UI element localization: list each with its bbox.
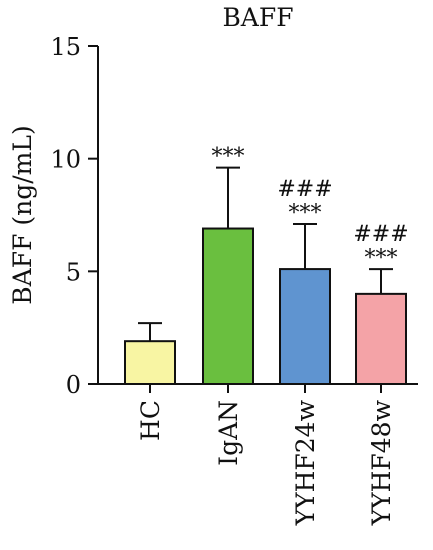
significance-marker: *** (212, 145, 245, 170)
bar-yyhf48w (355, 292, 407, 385)
significance-annotations: ***###***###*** (212, 145, 409, 271)
x-tick-label-yyhf48w: YYHF48w (367, 399, 396, 526)
y-tick-label: 10 (50, 146, 81, 174)
bar-yyhf24w (279, 268, 331, 385)
y-tick-label: 15 (50, 33, 81, 61)
y-tick-label: 0 (66, 371, 81, 399)
y-tick-label: 5 (66, 258, 81, 286)
x-tick-label-yyhf24w: YYHF24w (291, 399, 320, 526)
x-tick-label-igan: IgAN (214, 400, 243, 466)
y-axis-label: BAFF (ng/mL) (8, 125, 37, 304)
bar-igan (202, 227, 254, 385)
bar-hc (124, 340, 176, 386)
significance-marker: *** (365, 246, 398, 271)
error-bars (138, 166, 393, 342)
chart-title: BAFF (222, 3, 293, 32)
x-tick-labels: HC IgAN YYHF24w YYHF48w (136, 399, 396, 526)
bars (124, 227, 407, 386)
significance-marker: ### (277, 177, 332, 202)
x-tick-label-hc: HC (136, 400, 165, 441)
significance-marker: ### (353, 222, 408, 247)
significance-marker: *** (289, 201, 322, 226)
